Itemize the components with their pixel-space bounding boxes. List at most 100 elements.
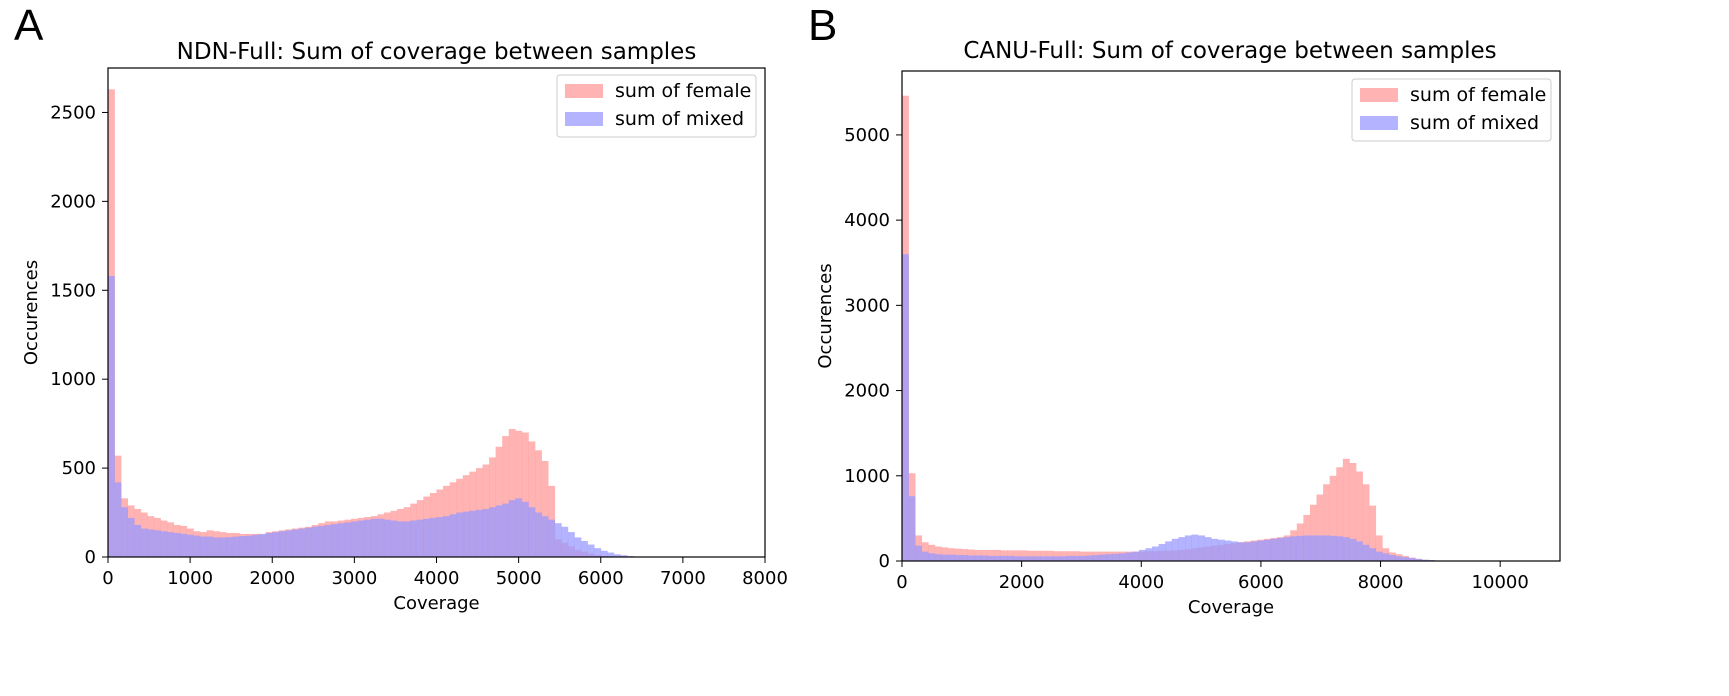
bar-mixed-a bbox=[456, 512, 464, 557]
bar-mixed-b bbox=[1309, 535, 1317, 561]
bar-mixed-a bbox=[390, 520, 398, 557]
bar-female-b bbox=[1000, 550, 1008, 561]
bar-mixed-b bbox=[994, 555, 1001, 561]
bar-mixed-b bbox=[1211, 538, 1219, 561]
bar-female-b bbox=[980, 549, 988, 561]
bar-mixed-a bbox=[272, 532, 280, 557]
x-tick-label: 3000 bbox=[331, 568, 377, 589]
bar-mixed-a bbox=[377, 518, 385, 557]
bar-female-b bbox=[1369, 505, 1377, 561]
bar-mixed-a bbox=[535, 512, 542, 557]
x-ticks-a: 0 1000 2000 3000 4000 5000 6000 7000 8000 bbox=[102, 557, 788, 589]
bar-female-a bbox=[502, 436, 510, 557]
bar-female-b bbox=[1356, 471, 1363, 561]
bar-mixed-b bbox=[1158, 543, 1166, 561]
bar-mixed-b bbox=[1224, 540, 1232, 561]
bar-female-b bbox=[928, 544, 936, 561]
bar-female-b bbox=[987, 549, 995, 561]
bar-mixed-a bbox=[265, 532, 273, 557]
bar-mixed-b bbox=[1336, 536, 1344, 561]
bar-female-b bbox=[967, 549, 975, 561]
bar-mixed-a bbox=[364, 519, 372, 557]
bar-mixed-b bbox=[1342, 537, 1350, 561]
panel-label-b: B bbox=[808, 1, 837, 50]
bar-mixed-b bbox=[1277, 537, 1284, 561]
bar-mixed-a bbox=[324, 524, 332, 557]
y-tick-label: 0 bbox=[879, 551, 890, 572]
bar-mixed-b bbox=[1165, 541, 1173, 561]
bar-mixed-b bbox=[1323, 535, 1330, 561]
legend-label-mixed-b: sum of mixed bbox=[1410, 112, 1539, 134]
bar-mixed-a bbox=[167, 532, 174, 557]
x-tick-label: 1000 bbox=[167, 568, 213, 589]
bar-female-a bbox=[541, 460, 549, 557]
y-ticks-b: 0 1000 2000 3000 4000 5000 bbox=[844, 125, 902, 572]
bar-female-b bbox=[1375, 535, 1383, 561]
bar-mixed-b bbox=[902, 254, 909, 561]
bar-mixed-b bbox=[1105, 554, 1113, 561]
bar-mixed-a bbox=[153, 530, 161, 557]
bar-mixed-b bbox=[1204, 537, 1212, 561]
bar-female-b bbox=[1362, 484, 1370, 561]
bar-mixed-a bbox=[147, 529, 155, 557]
bar-mixed-b bbox=[1356, 541, 1363, 561]
bar-mixed-a bbox=[213, 537, 220, 557]
x-tick-label: 4000 bbox=[414, 568, 460, 589]
y-tick-label: 1000 bbox=[50, 369, 96, 390]
bar-mixed-a bbox=[114, 482, 122, 557]
bar-mixed-b bbox=[1046, 556, 1054, 561]
bar-mixed-a bbox=[410, 520, 418, 557]
bar-mixed-b bbox=[1066, 555, 1074, 561]
bar-mixed-b bbox=[1145, 548, 1153, 561]
bar-mixed-b bbox=[1395, 556, 1403, 561]
bar-mixed-a bbox=[403, 521, 411, 557]
y-tick-label: 4000 bbox=[844, 210, 890, 231]
x-tick-label: 6000 bbox=[578, 568, 624, 589]
bar-mixed-b bbox=[1263, 539, 1271, 561]
bar-mixed-a bbox=[219, 537, 227, 557]
legend-swatch-female-a bbox=[565, 84, 603, 98]
bar-mixed-a bbox=[416, 519, 424, 557]
bar-mixed-a bbox=[495, 505, 503, 557]
bar-mixed-b bbox=[1290, 536, 1298, 561]
bar-mixed-a bbox=[108, 276, 115, 557]
bar-mixed-b bbox=[1053, 556, 1061, 561]
bar-female-b bbox=[1040, 550, 1048, 561]
bar-mixed-b bbox=[1033, 556, 1041, 561]
x-ticks-b: 0 2000 4000 6000 8000 10000 bbox=[896, 561, 1529, 593]
bar-mixed-a bbox=[337, 523, 345, 557]
bar-mixed-b bbox=[1375, 551, 1383, 561]
bar-mixed-b bbox=[1000, 555, 1008, 561]
bar-female-b bbox=[1342, 458, 1350, 561]
bar-mixed-b bbox=[980, 555, 988, 561]
bar-mixed-b bbox=[1217, 539, 1225, 561]
y-ticks-a: 0 500 1000 1500 2000 2500 bbox=[50, 102, 108, 568]
bar-mixed-b bbox=[1059, 556, 1067, 561]
bar-female-a bbox=[515, 430, 523, 557]
bar-mixed-a bbox=[594, 548, 602, 557]
bar-female-b bbox=[921, 542, 929, 561]
bar-mixed-b bbox=[1119, 553, 1127, 561]
bar-mixed-a bbox=[600, 550, 608, 557]
x-tick-label: 0 bbox=[102, 568, 113, 589]
bar-mixed-a bbox=[443, 516, 450, 557]
bar-mixed-b bbox=[1191, 534, 1199, 561]
bar-mixed-b bbox=[908, 496, 916, 561]
bar-mixed-b bbox=[974, 555, 982, 561]
bar-female-b bbox=[1027, 550, 1034, 561]
bar-mixed-a bbox=[291, 529, 299, 557]
bar-mixed-a bbox=[521, 501, 529, 557]
bar-mixed-a bbox=[186, 534, 194, 557]
bar-mixed-a bbox=[462, 511, 470, 557]
bar-mixed-a bbox=[397, 521, 404, 557]
bar-mixed-a bbox=[528, 507, 536, 557]
bar-mixed-b bbox=[1362, 544, 1370, 561]
bar-mixed-b bbox=[1132, 551, 1140, 561]
x-axis-label-a: Coverage bbox=[393, 593, 479, 614]
bar-mixed-a bbox=[127, 517, 135, 557]
bar-mixed-a bbox=[344, 522, 352, 557]
bar-mixed-a bbox=[357, 520, 365, 557]
bar-female-b bbox=[974, 549, 982, 561]
legend-box-b bbox=[1351, 78, 1552, 142]
